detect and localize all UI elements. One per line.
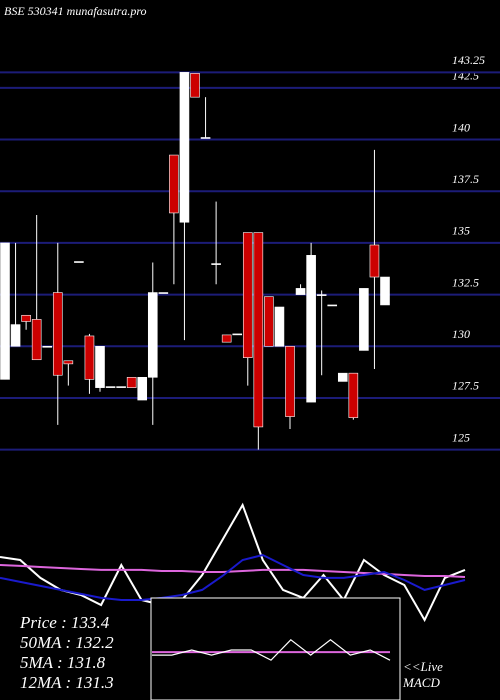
candle-body bbox=[242, 232, 253, 358]
candle-body bbox=[264, 296, 274, 347]
legend-entry: Price : 133.4 bbox=[19, 613, 110, 632]
y-tick-label: 130 bbox=[452, 327, 470, 341]
candle-body bbox=[295, 288, 306, 295]
legend-entry: 5MA : 131.8 bbox=[20, 653, 106, 672]
candle-body bbox=[285, 345, 295, 417]
indicator-line bbox=[0, 553, 466, 601]
macd-line bbox=[152, 638, 391, 661]
y-tick-label: 140 bbox=[452, 120, 470, 134]
macd-panel bbox=[150, 597, 401, 700]
legend-entry: 12MA : 131.3 bbox=[20, 673, 114, 692]
macd-live: <<Live bbox=[403, 659, 443, 674]
candle-body bbox=[179, 72, 190, 223]
candle-body bbox=[359, 288, 369, 351]
y-tick-label: 132.5 bbox=[452, 275, 479, 289]
candle-body bbox=[95, 345, 105, 388]
candle-body bbox=[105, 386, 116, 388]
candle-body bbox=[137, 377, 148, 401]
candle-body bbox=[348, 372, 359, 418]
candle-body bbox=[147, 292, 158, 378]
candle-body bbox=[158, 292, 169, 294]
candle-body bbox=[10, 324, 21, 347]
candle-body bbox=[211, 263, 221, 265]
candle-body bbox=[337, 372, 348, 382]
legend-entry: 50MA : 132.2 bbox=[20, 633, 114, 652]
macd-label: MACD bbox=[402, 675, 440, 690]
candle-body bbox=[74, 261, 84, 263]
candle-body bbox=[126, 377, 137, 388]
candle-body bbox=[21, 314, 31, 322]
candle-body bbox=[84, 335, 95, 380]
candle-body bbox=[116, 386, 126, 388]
candle-body bbox=[200, 137, 211, 139]
candle-body bbox=[253, 232, 264, 428]
y-tick-label: 135 bbox=[452, 224, 470, 238]
candle-body bbox=[52, 292, 63, 376]
candle-body bbox=[221, 334, 232, 343]
candle-body bbox=[327, 304, 338, 307]
candle-body bbox=[63, 360, 74, 365]
y-tick-label: 137.5 bbox=[452, 172, 479, 186]
candle-body bbox=[190, 73, 200, 98]
candle-body bbox=[42, 345, 53, 348]
candle-body bbox=[306, 255, 316, 403]
candle-body bbox=[31, 319, 42, 361]
candle-body bbox=[274, 306, 285, 347]
candle-body bbox=[380, 276, 390, 306]
chart-title: BSE 530341 munafasutra.pro bbox=[4, 4, 147, 18]
y-tick-label: 127.5 bbox=[452, 379, 479, 393]
candle-body bbox=[0, 242, 10, 380]
candle-body bbox=[169, 154, 179, 214]
y-tick-label: 143.25 bbox=[452, 53, 485, 67]
y-tick-label: 125 bbox=[452, 430, 470, 444]
candle-body bbox=[316, 294, 327, 296]
candle-body bbox=[369, 244, 380, 278]
y-tick-label: 142.5 bbox=[452, 69, 479, 83]
candle-body bbox=[232, 333, 243, 336]
